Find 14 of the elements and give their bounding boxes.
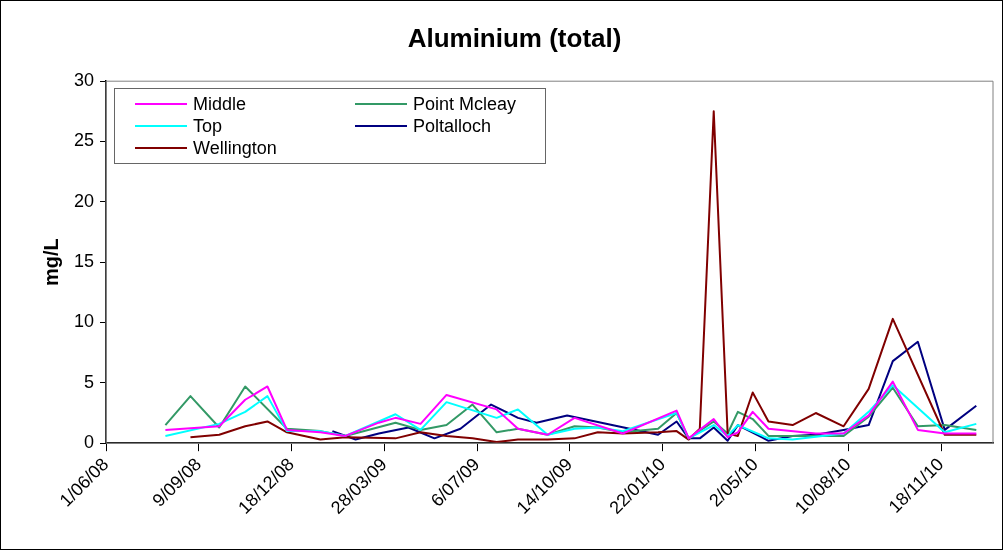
chart-title: Aluminium (total) bbox=[407, 22, 622, 53]
y-tick-label: 0 bbox=[84, 432, 95, 453]
legend-label: Point Mcleay bbox=[413, 93, 517, 115]
y-tick-label: 15 bbox=[73, 251, 95, 272]
legend-label: Wellington bbox=[193, 137, 277, 159]
legend-label: Middle bbox=[193, 93, 247, 115]
y-tick-label: 30 bbox=[73, 70, 95, 91]
y-tick-label: 5 bbox=[84, 371, 95, 392]
legend-label: Poltalloch bbox=[413, 115, 492, 137]
y-tick-label: 20 bbox=[73, 190, 95, 211]
legend-label: Top bbox=[193, 115, 223, 137]
y-tick-label: 25 bbox=[73, 130, 95, 151]
y-tick-label: 10 bbox=[73, 311, 95, 332]
y-axis-title: mg/L bbox=[39, 238, 62, 287]
